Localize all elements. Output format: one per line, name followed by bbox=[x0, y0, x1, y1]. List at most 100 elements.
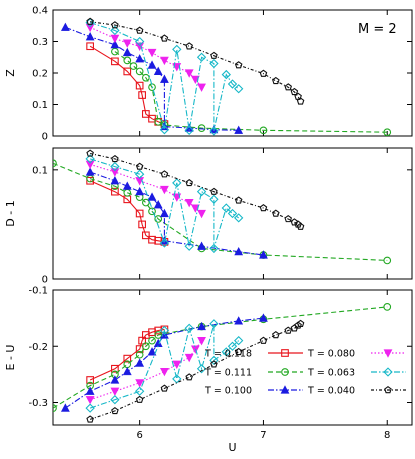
series-line bbox=[89, 158, 240, 249]
data-point bbox=[234, 125, 244, 134]
data-point bbox=[111, 21, 119, 29]
data-point bbox=[86, 17, 94, 25]
data-point bbox=[135, 67, 144, 76]
data-point bbox=[159, 238, 170, 248]
series-line bbox=[89, 180, 165, 243]
data-point bbox=[129, 62, 138, 70]
data-point bbox=[284, 83, 292, 91]
data-point bbox=[184, 323, 194, 333]
data-point bbox=[134, 386, 145, 396]
data-point bbox=[110, 176, 120, 185]
data-point bbox=[123, 56, 132, 65]
series-line bbox=[89, 323, 240, 409]
data-point bbox=[141, 73, 150, 82]
data-point bbox=[86, 376, 94, 384]
y-tick-label: 0 bbox=[42, 275, 48, 286]
data-point bbox=[122, 47, 132, 57]
data-point bbox=[209, 243, 219, 254]
data-point bbox=[294, 321, 302, 329]
data-point bbox=[272, 331, 280, 339]
data-point bbox=[172, 374, 182, 384]
data-point bbox=[160, 208, 169, 218]
data-point bbox=[290, 324, 299, 332]
y-axis-label: Z bbox=[4, 69, 17, 77]
data-point bbox=[60, 403, 70, 412]
data-point bbox=[172, 178, 182, 188]
data-point bbox=[259, 250, 268, 259]
data-point bbox=[197, 83, 206, 92]
data-point bbox=[123, 354, 132, 363]
legend-marker-swatch bbox=[281, 368, 289, 376]
data-point bbox=[259, 126, 268, 135]
data-point bbox=[110, 39, 120, 49]
data-point bbox=[154, 331, 163, 339]
data-point bbox=[159, 125, 170, 135]
data-point bbox=[141, 342, 150, 351]
data-point bbox=[197, 124, 206, 132]
data-point bbox=[110, 387, 120, 396]
data-point bbox=[135, 345, 144, 353]
data-point bbox=[234, 316, 244, 325]
data-point bbox=[259, 336, 268, 344]
legend-entry-label: T = 0.040 bbox=[307, 386, 355, 397]
data-point bbox=[111, 57, 119, 66]
data-point bbox=[159, 325, 170, 336]
data-point bbox=[138, 91, 146, 99]
data-point bbox=[154, 117, 163, 126]
data-point bbox=[147, 48, 157, 58]
data-point bbox=[138, 220, 146, 229]
data-point bbox=[172, 44, 182, 55]
data-point bbox=[185, 178, 193, 187]
y-tick-label: -0.2 bbox=[28, 342, 48, 353]
data-point bbox=[259, 69, 268, 77]
data-point bbox=[290, 218, 299, 226]
panel-series-2 bbox=[53, 149, 392, 265]
legend-entry-label: T = 0.118 bbox=[204, 349, 252, 360]
y-axis-label: E - U bbox=[4, 345, 17, 371]
series-line bbox=[89, 45, 165, 125]
y-tick-label: -0.1 bbox=[28, 286, 48, 297]
data-point bbox=[221, 69, 231, 80]
panel-frame-2 bbox=[52, 147, 413, 280]
data-point bbox=[86, 149, 94, 157]
data-point bbox=[272, 76, 280, 85]
data-point bbox=[111, 364, 119, 373]
data-point bbox=[111, 187, 119, 196]
data-point bbox=[135, 209, 144, 218]
data-point bbox=[85, 386, 95, 395]
legend-entry-label: T = 0.063 bbox=[307, 368, 355, 379]
x-axis-label: U bbox=[228, 441, 236, 454]
data-point bbox=[110, 375, 120, 384]
data-point bbox=[290, 87, 299, 96]
data-point bbox=[135, 162, 144, 170]
data-point bbox=[160, 384, 169, 392]
data-point bbox=[284, 214, 292, 223]
data-point bbox=[209, 355, 219, 365]
data-point bbox=[110, 25, 120, 36]
data-point bbox=[153, 200, 163, 209]
legend-entry-label: T = 0.100 bbox=[204, 386, 252, 397]
data-point bbox=[148, 207, 156, 216]
data-point bbox=[147, 60, 157, 69]
series-line bbox=[89, 22, 240, 132]
data-point bbox=[134, 169, 145, 179]
data-point bbox=[135, 26, 144, 34]
data-point bbox=[85, 396, 95, 405]
data-point bbox=[227, 208, 238, 219]
data-point bbox=[221, 347, 231, 357]
legend-marker-swatch bbox=[281, 349, 289, 357]
y-tick-label: 0.2 bbox=[32, 69, 48, 80]
data-point bbox=[85, 160, 95, 170]
data-point bbox=[53, 159, 57, 168]
data-point bbox=[210, 51, 218, 59]
data-point bbox=[110, 34, 120, 44]
legend-marker-swatch bbox=[383, 349, 393, 358]
data-point bbox=[234, 347, 243, 356]
data-point bbox=[60, 22, 70, 31]
series-line bbox=[89, 26, 203, 88]
data-point bbox=[85, 154, 95, 164]
data-point bbox=[197, 209, 206, 219]
y-tick-label: -0.3 bbox=[28, 398, 48, 409]
panel-series-1 bbox=[60, 17, 392, 136]
series-line bbox=[90, 21, 302, 102]
